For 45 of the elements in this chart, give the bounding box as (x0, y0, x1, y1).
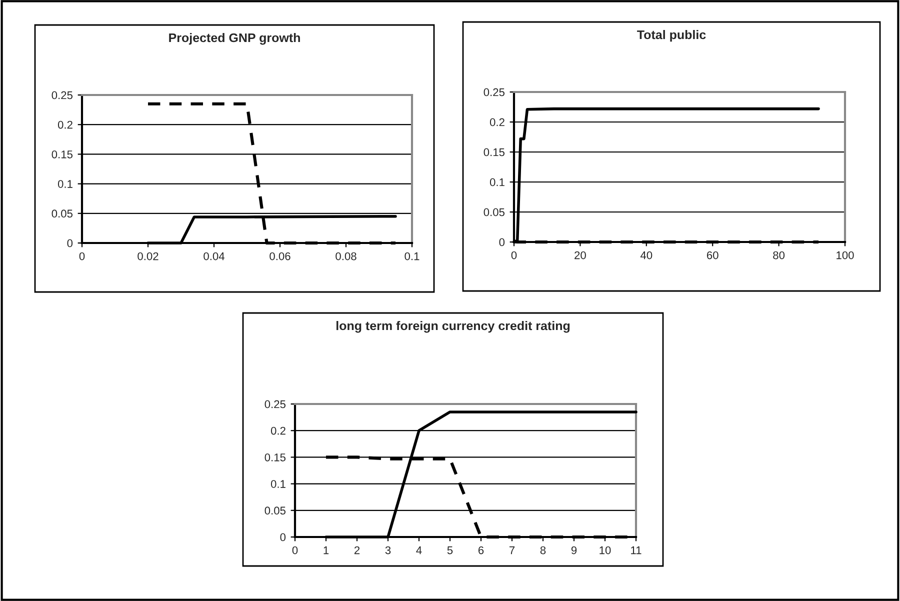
chart-title: long term foreign currency credit rating (336, 321, 570, 333)
x-tick-label: 2 (354, 546, 360, 554)
x-tick-label: 10 (600, 546, 611, 554)
x-tick-label: 11 (631, 546, 642, 554)
x-tick-label: 0 (79, 252, 85, 260)
x-tick-label: 1 (324, 546, 329, 554)
x-tick-label: 6 (478, 546, 484, 554)
y-tick-label: 0.05 (52, 210, 73, 218)
x-tick-label: 0 (292, 546, 298, 554)
x-tick-label: 0.04 (204, 252, 224, 260)
chart-title: Total public (637, 30, 706, 42)
y-tick-label: 0.15 (264, 453, 286, 462)
x-tick-label: 0.06 (270, 252, 290, 260)
x-tick-label: 8 (540, 546, 546, 554)
y-tick-label: 0.25 (52, 91, 73, 100)
x-tick-label: 20 (574, 251, 586, 260)
x-tick-label: 60 (706, 251, 718, 260)
y-tick-label: 0.1 (490, 178, 504, 186)
y-tick-label: 0.05 (484, 208, 505, 216)
y-tick-label: 0.1 (270, 480, 286, 488)
x-tick-label: 0 (511, 251, 517, 260)
y-tick-label: 0.25 (484, 88, 505, 96)
chart-title: Projected GNP growth (169, 33, 300, 45)
x-tick-label: 3 (385, 546, 391, 554)
y-tick-label: 0.05 (264, 506, 286, 515)
x-tick-label: 7 (509, 546, 515, 554)
x-tick-label: 0.02 (138, 252, 158, 260)
y-tick-label: 0.2 (490, 118, 504, 126)
x-tick-label: 40 (640, 251, 652, 260)
y-tick-label: 0.15 (52, 150, 73, 158)
y-tick-label: 0.15 (484, 148, 505, 156)
y-tick-label: 0 (280, 533, 286, 542)
y-tick-label: 0.2 (270, 426, 286, 435)
y-tick-label: 0.2 (58, 120, 72, 129)
x-tick-label: 4 (416, 546, 422, 554)
x-tick-label: 80 (773, 251, 785, 260)
x-tick-label: 9 (571, 546, 577, 554)
y-tick-label: 0 (499, 238, 505, 246)
x-tick-label: 0.1 (404, 252, 420, 260)
y-tick-label: 0 (67, 239, 73, 248)
x-tick-label: 100 (836, 251, 854, 260)
y-tick-label: 0.25 (264, 400, 286, 408)
x-tick-label: 5 (447, 546, 453, 554)
x-tick-label: 0.08 (336, 252, 356, 260)
y-tick-label: 0.1 (58, 180, 72, 188)
